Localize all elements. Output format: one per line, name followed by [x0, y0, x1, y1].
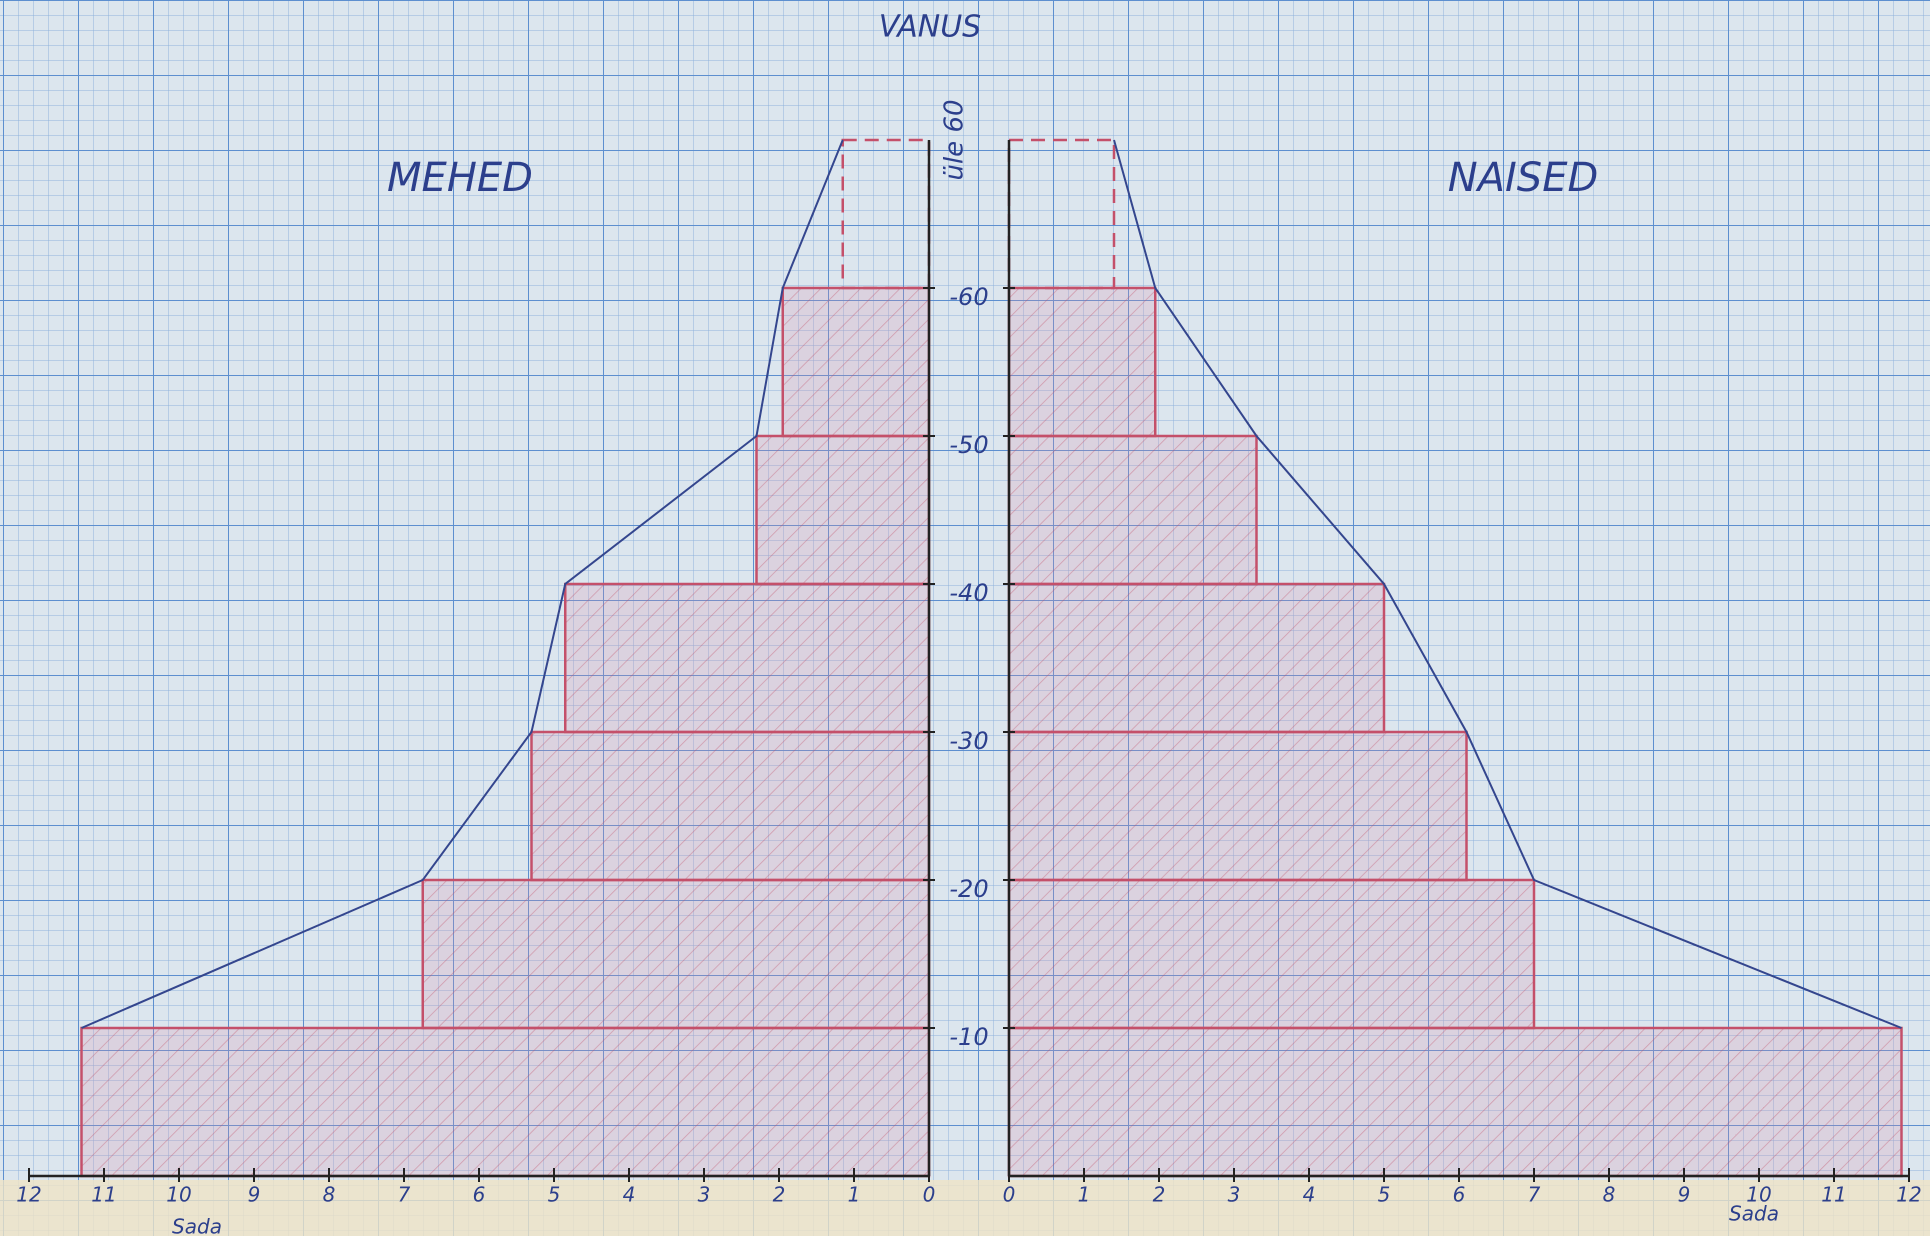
- bar: [781, 286, 931, 438]
- legend-label: NAISED: [1448, 155, 1599, 201]
- outline: [1113, 139, 1902, 1029]
- bar: [421, 878, 931, 1030]
- bar: [1007, 286, 1157, 438]
- y-tick-label: -30: [949, 727, 988, 755]
- chart-title: VANUS: [879, 10, 981, 45]
- x-tick-label: 5: [1378, 1183, 1391, 1207]
- bar: [1007, 878, 1536, 1030]
- x-tick-label: 10: [1746, 1183, 1771, 1207]
- bar: [1007, 1026, 1903, 1178]
- x-tick-label: 4: [623, 1183, 636, 1207]
- bar: [564, 582, 931, 734]
- x-tick-label: 5: [548, 1183, 561, 1207]
- x-tick-label: 0: [923, 1183, 936, 1207]
- y-tick-label: -50: [949, 431, 988, 459]
- bar: [1007, 434, 1258, 586]
- x-tick-label: 8: [1603, 1183, 1616, 1207]
- x-tick-label: 1: [848, 1183, 861, 1207]
- bar: [1007, 730, 1468, 882]
- x-tick-label: 2: [1153, 1183, 1166, 1207]
- legend-label: MEHED: [387, 155, 533, 201]
- y-tick-label: -60: [949, 283, 988, 311]
- y-tick-label: -10: [949, 1023, 988, 1051]
- x-tick-label: 6: [1453, 1183, 1466, 1207]
- x-tick-label: 4: [1303, 1183, 1316, 1207]
- x-tick-label: 7: [398, 1183, 411, 1207]
- x-tick-label: 11: [1821, 1183, 1846, 1207]
- y-tick-label: -40: [949, 579, 988, 607]
- bar: [80, 1026, 931, 1178]
- x-tick-label: 1: [1078, 1183, 1091, 1207]
- x-tick-label: 11: [91, 1183, 116, 1207]
- x-tick-label: 9: [1678, 1183, 1691, 1207]
- outline: [81, 139, 844, 1029]
- x-unit-label: Sada: [1729, 1202, 1779, 1226]
- x-unit-label: Sada: [172, 1215, 222, 1236]
- x-tick-label: 12: [1896, 1183, 1921, 1207]
- x-tick-label: 0: [1003, 1183, 1016, 1207]
- top-label: üle 60: [940, 99, 970, 180]
- x-tick-label: 2: [773, 1183, 786, 1207]
- y-tick-label: -20: [949, 875, 988, 903]
- x-tick-label: 9: [248, 1183, 261, 1207]
- bar: [530, 730, 931, 882]
- x-tick-label: 10: [166, 1183, 191, 1207]
- x-tick-label: 8: [323, 1183, 336, 1207]
- bar: [755, 434, 931, 586]
- x-tick-label: 7: [1528, 1183, 1541, 1207]
- bar: [1007, 582, 1386, 734]
- x-tick-label: 12: [16, 1183, 41, 1207]
- x-tick-label: 6: [473, 1183, 486, 1207]
- x-tick-label: 3: [1228, 1183, 1241, 1207]
- x-tick-label: 3: [698, 1183, 711, 1207]
- paper-edge: [0, 1180, 1930, 1236]
